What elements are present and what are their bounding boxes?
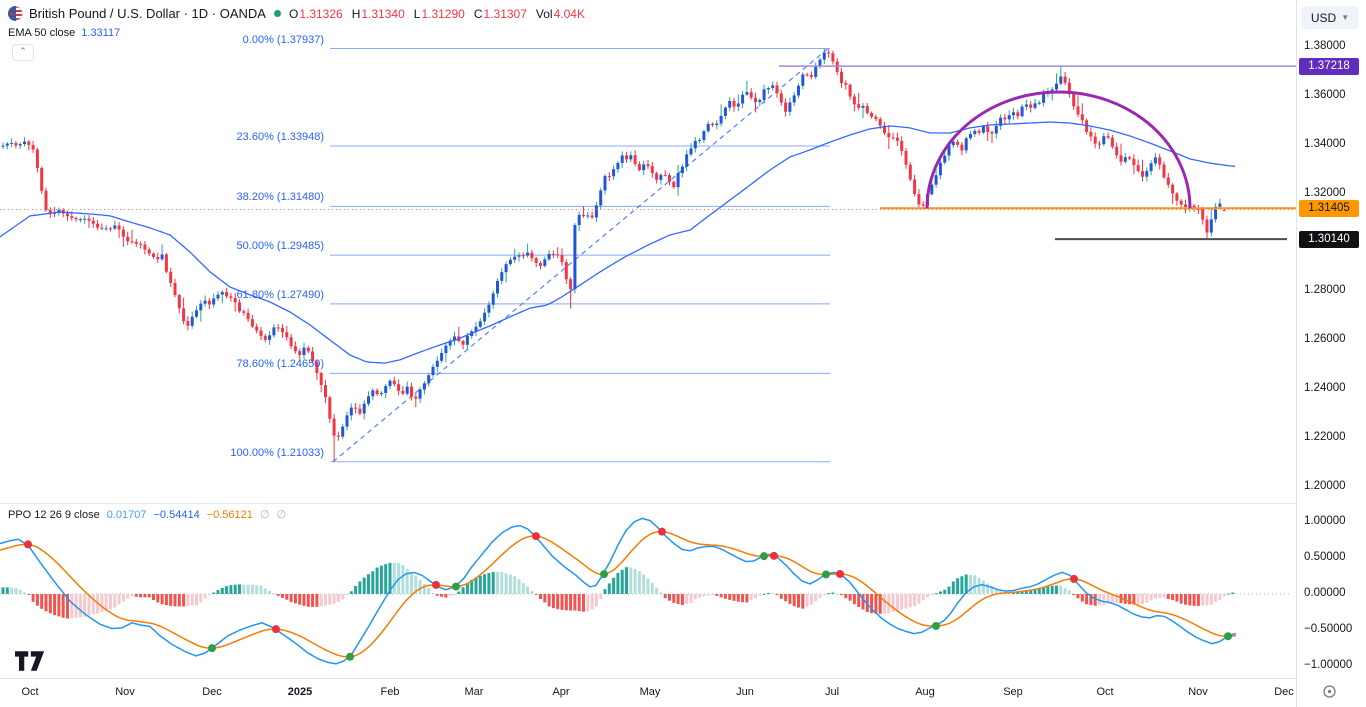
target-icon[interactable] bbox=[1322, 684, 1337, 699]
ohlc-values: O 1.31326 H 1.31340 L 1.31290 C 1.31307 Vol 4… bbox=[289, 7, 585, 21]
volume-label: Vol bbox=[535, 6, 553, 21]
ppo-legend[interactable]: PPO 12 26 9 close 0.01707 −0.54414 −0.56… bbox=[8, 508, 287, 522]
price-line-badge[interactable]: 1.30140 bbox=[1299, 230, 1359, 248]
time-axis-label: Aug bbox=[915, 686, 935, 698]
price-tick-label: 1.20000 bbox=[1304, 480, 1346, 492]
time-axis-label: Feb bbox=[380, 686, 400, 698]
time-axis-label: Dec bbox=[1274, 686, 1294, 698]
pane-separator[interactable] bbox=[0, 503, 1296, 504]
price-tick-label: 1.26000 bbox=[1304, 333, 1346, 346]
ppo-tick-label: −1.00000 bbox=[1304, 659, 1353, 671]
symbol-title[interactable]: British Pound / U.S. Dollar · 1D · OANDA bbox=[29, 6, 266, 21]
currency-selector-button[interactable]: USD ▼ bbox=[1301, 6, 1359, 29]
ppo-tick-label: −0.50000 bbox=[1304, 623, 1353, 635]
time-axis-label: Nov bbox=[1188, 686, 1208, 698]
ema-label: EMA 50 close bbox=[8, 27, 76, 39]
ppo-tick-label: 0.50000 bbox=[1304, 551, 1346, 563]
time-axis-label: Apr bbox=[552, 686, 570, 698]
price-tick-label: 1.38000 bbox=[1304, 40, 1346, 52]
currency-label: USD bbox=[1310, 10, 1337, 25]
price-line-badge[interactable]: 1.31405 bbox=[1299, 199, 1359, 217]
fib-level-label: 0.00% (1.37937) bbox=[242, 33, 324, 46]
open-value: 1.31326 bbox=[299, 6, 343, 21]
price-tick-label: 1.32000 bbox=[1304, 186, 1346, 199]
time-axis-label: Jul bbox=[824, 686, 840, 698]
open-label: O bbox=[288, 6, 299, 21]
price-tick-label: 1.34000 bbox=[1304, 137, 1346, 150]
time-axis-label: Oct bbox=[21, 686, 39, 698]
fib-level-label: 38.20% (1.31480) bbox=[236, 191, 324, 204]
market-status-icon[interactable] bbox=[273, 10, 281, 17]
close-value: 1.31307 bbox=[483, 6, 527, 21]
empty-set-icon[interactable]: ∅ bbox=[276, 509, 287, 521]
time-axis-label: Dec bbox=[202, 686, 222, 698]
symbol-legend: British Pound / U.S. Dollar · 1D · OANDA… bbox=[8, 6, 585, 21]
ppo-label: PPO 12 26 9 close bbox=[8, 508, 100, 521]
ppo-line-value: −0.54414 bbox=[153, 508, 200, 521]
price-tick-label: 1.28000 bbox=[1304, 284, 1346, 297]
time-axis-label: Oct bbox=[1096, 686, 1114, 698]
fib-level-label: 50.00% (1.29485) bbox=[236, 240, 324, 253]
currency-pair-icon bbox=[8, 6, 23, 21]
price-line-badge[interactable]: 1.37218 bbox=[1299, 57, 1359, 75]
time-axis-label: Sep bbox=[1003, 686, 1023, 698]
price-tick-label: 1.24000 bbox=[1304, 382, 1346, 395]
low-label: L bbox=[413, 6, 421, 21]
chevron-down-icon: ▼ bbox=[1341, 13, 1350, 22]
ppo-signal-value: −0.56121 bbox=[206, 508, 253, 521]
time-axis[interactable]: Oct Nov Dec 2025 Feb Mar Apr May Jun Jul Aug Sep Oct… bbox=[0, 678, 1296, 707]
fib-level-label: 100.00% (1.21033) bbox=[230, 446, 324, 459]
time-axis-label: May bbox=[639, 686, 661, 698]
tradingview-logo[interactable] bbox=[15, 650, 45, 672]
volume-value: 4.04K bbox=[553, 6, 585, 21]
fib-level-label: 23.60% (1.33948) bbox=[236, 131, 324, 144]
fib-level-label: 61.80% (1.27490) bbox=[236, 288, 324, 301]
price-tick-label: 1.36000 bbox=[1304, 88, 1346, 101]
price-axis[interactable]: USD ▼ 1.38000 1.36000 1.34000 1.32000 1.2800… bbox=[1296, 0, 1366, 707]
collapse-pane-button[interactable]: ⌃ bbox=[12, 44, 34, 61]
ema-value: 1.33117 bbox=[81, 27, 121, 39]
ppo-histogram-value: 0.01707 bbox=[106, 508, 147, 521]
ema-legend[interactable]: EMA 50 close 1.33117 bbox=[8, 27, 120, 39]
fib-level-label: 78.60% (1.24650) bbox=[236, 358, 324, 371]
low-value: 1.31290 bbox=[421, 6, 465, 21]
time-axis-label: Nov bbox=[115, 686, 135, 698]
ppo-tick-label: 1.00000 bbox=[1304, 515, 1346, 527]
close-label: C bbox=[473, 6, 483, 21]
high-value: 1.31340 bbox=[361, 6, 405, 21]
time-axis-label: Jun bbox=[736, 686, 754, 698]
time-axis-label: Mar bbox=[464, 686, 484, 698]
empty-set-icon[interactable]: ∅ bbox=[259, 509, 270, 521]
high-label: H bbox=[351, 6, 361, 21]
price-tick-label: 1.22000 bbox=[1304, 431, 1346, 444]
time-axis-label: 2025 bbox=[287, 686, 313, 698]
ppo-tick-label: 0.00000 bbox=[1304, 587, 1346, 599]
